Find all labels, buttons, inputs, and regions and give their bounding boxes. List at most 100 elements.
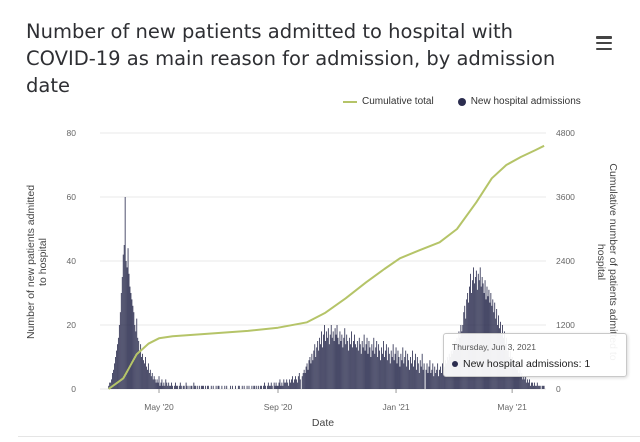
bar [174,385,175,389]
bar [268,385,270,389]
bar [373,337,375,389]
bar [352,347,353,389]
bar [199,385,201,389]
bar [128,273,130,389]
bar [301,376,303,389]
bar [343,337,345,389]
bar [541,385,543,389]
bar [297,376,299,389]
bar [366,337,368,389]
legend-item-admissions[interactable]: New hospital admissions [457,96,581,107]
bar [185,382,187,389]
bar [363,334,365,389]
bar [271,385,273,389]
bar [362,347,364,389]
bar [241,385,243,389]
x-tick-label: May '21 [497,402,527,412]
bar [304,373,306,389]
y2-tick-label: 3600 [556,192,575,202]
bar [258,385,260,389]
bar [123,245,125,389]
x-axis-label: Date [312,417,334,429]
y2-tick-label: 2400 [556,256,575,266]
bar [378,344,380,389]
bar [166,382,168,389]
bar [269,385,271,389]
bar [316,347,318,389]
bar [337,337,339,389]
right-axis-ticks: 0 1200 2400 3600 4800 [556,128,575,394]
bar [533,385,534,389]
bar [514,366,516,389]
bar [361,341,363,389]
bar [328,344,330,389]
bar [116,350,117,389]
x-axis-ticks: May '20 Sep '20 Jan '21 May '21 [144,389,527,412]
bar [115,357,116,389]
bar [203,385,204,389]
bar [172,385,173,389]
bar [354,344,356,389]
bar [439,369,440,389]
bar [120,293,122,389]
bar [112,373,113,389]
bar [171,382,173,389]
bar [385,344,387,389]
bar [394,353,396,389]
bar [191,385,193,389]
bar [281,382,283,389]
bar [322,347,323,389]
bar [406,366,408,389]
bar [396,363,398,389]
bar [314,344,316,389]
bar [159,385,161,389]
bar [422,369,424,389]
bar [381,347,382,389]
y-tick-label: 40 [67,256,77,266]
bar [142,353,143,389]
bar [319,337,321,389]
bar [303,369,305,389]
bar [530,385,531,389]
bar [133,312,135,389]
bar [277,385,279,389]
bar [391,357,393,389]
bar [117,344,118,389]
bar [320,344,321,389]
bar [296,382,298,389]
menu-line [596,41,612,45]
bar [375,347,377,389]
bar [354,334,355,389]
bar [339,331,341,389]
tooltip-value: 1 [584,358,591,370]
bar [535,385,537,389]
bar [360,353,362,389]
bar [340,341,342,389]
bar [150,376,152,389]
x-tick-label: Jan '21 [382,402,409,412]
bar [543,385,545,389]
bar [404,357,406,389]
bar [193,382,195,389]
bar [370,357,372,389]
bar [409,369,410,389]
bar [232,385,233,389]
legend-line-icon [343,100,357,103]
bar [292,376,293,389]
legend-item-cumulative[interactable]: Cumulative total [343,96,434,107]
bar [182,385,184,389]
bar [442,363,443,389]
bar [137,337,139,389]
bar [267,382,269,389]
bar [516,369,518,389]
bar [295,379,297,389]
bar [265,385,266,389]
bar [283,379,285,389]
bar [418,373,420,389]
chart-tooltip: Thursday, Jun 3, 2021 New hospital admis… [443,333,627,377]
bar [312,360,314,389]
bar [294,379,295,389]
bar [329,334,331,389]
bar [334,328,336,389]
hamburger-menu-icon[interactable] [596,36,612,50]
